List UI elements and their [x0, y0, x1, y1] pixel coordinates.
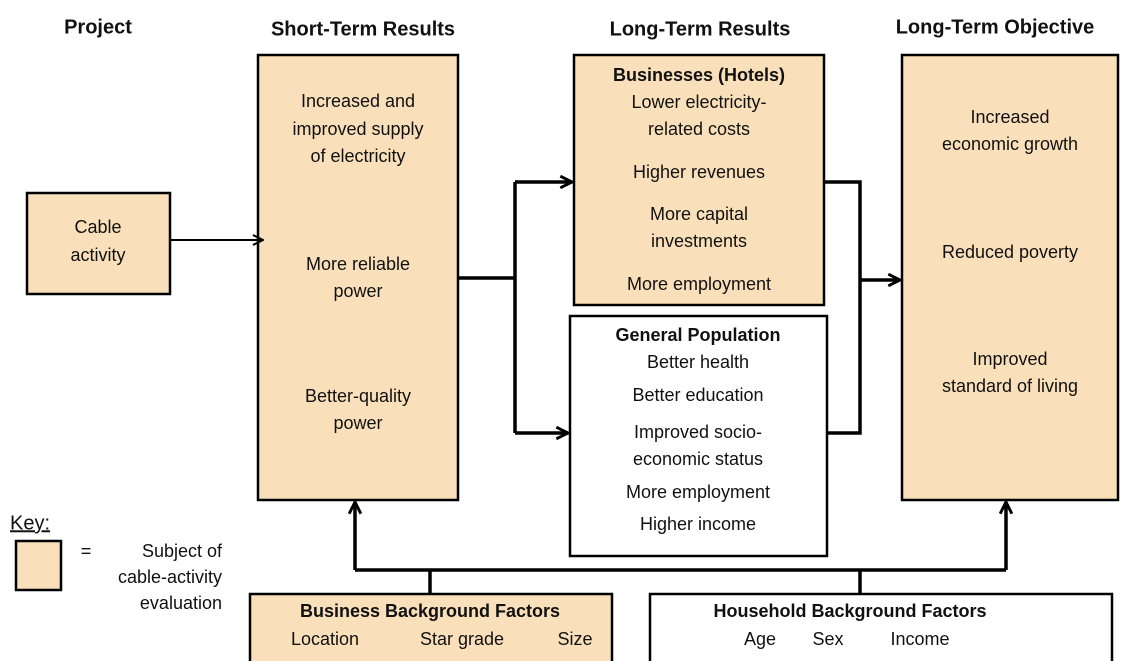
- box-text: Higher revenues: [633, 162, 765, 182]
- box-text: More employment: [627, 274, 771, 294]
- key-text: Subject of: [142, 541, 223, 561]
- header: Short-Term Results: [271, 18, 455, 40]
- key-equals: =: [81, 541, 92, 561]
- box-text: related costs: [648, 119, 750, 139]
- box-text: economic growth: [942, 134, 1078, 154]
- box-text: Lower electricity-: [631, 92, 766, 112]
- factor: Sex: [812, 629, 843, 649]
- header: Long-Term Results: [610, 18, 791, 40]
- box-text: Increased: [970, 107, 1049, 127]
- header: Project: [64, 16, 132, 38]
- box-text: More capital: [650, 204, 748, 224]
- key-swatch: [14, 539, 63, 592]
- factor: Star grade: [420, 629, 504, 649]
- box-text: economic status: [633, 449, 763, 469]
- box-text: Improved: [972, 349, 1047, 369]
- key-text: evaluation: [140, 593, 222, 613]
- box-title: Household Background Factors: [713, 601, 986, 621]
- box-text: Cable: [74, 217, 121, 237]
- business-background-box: [248, 592, 614, 661]
- project-box: [25, 191, 172, 296]
- box-text: More employment: [626, 482, 770, 502]
- box-title: General Population: [615, 325, 780, 345]
- box-text: Increased and: [301, 91, 415, 111]
- box-text: Reduced poverty: [942, 242, 1078, 262]
- key-text: cable-activity: [118, 567, 222, 587]
- box-text: power: [333, 281, 382, 301]
- box-text: of electricity: [310, 146, 405, 166]
- header: Long-Term Objective: [896, 16, 1095, 38]
- box-text: Improved socio-: [634, 422, 762, 442]
- factor: Age: [744, 629, 776, 649]
- short-term-box: [256, 53, 460, 502]
- box-text: Higher income: [640, 514, 756, 534]
- box-text: standard of living: [942, 376, 1078, 396]
- box-text: Better-quality: [305, 386, 411, 406]
- key-label: Key:: [10, 512, 50, 534]
- businesses-box: [572, 53, 826, 307]
- connectors: [170, 182, 1006, 594]
- box-text: More reliable: [306, 254, 410, 274]
- box-title: Businesses (Hotels): [613, 65, 785, 85]
- box-text: Better education: [632, 385, 763, 405]
- box-title: Business Background Factors: [300, 601, 560, 621]
- box-text: investments: [651, 231, 747, 251]
- box-text: Better health: [647, 352, 749, 372]
- box-text: power: [333, 413, 382, 433]
- box-text: activity: [70, 245, 125, 265]
- household-background-box: [648, 592, 1114, 661]
- population-box: [568, 314, 829, 558]
- factor: Size: [557, 629, 592, 649]
- objective-box: [900, 53, 1120, 502]
- factor: Location: [291, 629, 359, 649]
- factor: Income: [890, 629, 949, 649]
- box-text: improved supply: [292, 119, 423, 139]
